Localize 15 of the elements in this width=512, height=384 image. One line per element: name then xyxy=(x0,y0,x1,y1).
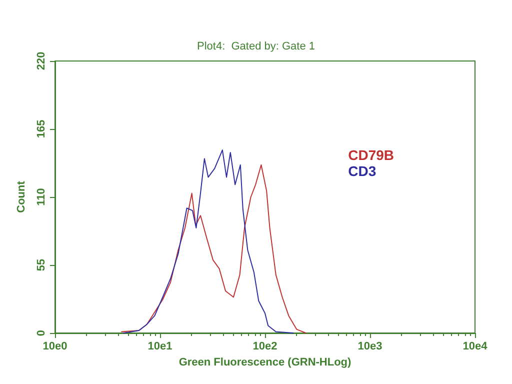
y-axis-title: Count xyxy=(16,180,28,213)
x-tick-label: 10e3 xyxy=(358,340,382,352)
y-tick-label: 110 xyxy=(36,188,48,206)
chart-title: Plot4: Gated by: Gate 1 xyxy=(196,40,316,52)
y-tick-label: 0 xyxy=(36,330,48,336)
x-tick-label: 10e1 xyxy=(148,340,172,352)
x-tick-label: 10e2 xyxy=(252,340,278,352)
x-axis-title: Green Fluorescence (GRN-HLog) xyxy=(178,356,352,368)
y-tick-label: 55 xyxy=(36,258,48,272)
x-tick-label: 10e4 xyxy=(462,340,488,352)
text: CD3 xyxy=(348,163,376,179)
x-tick-label: 10e0 xyxy=(42,340,68,352)
y-tick-label: 220 xyxy=(36,52,48,70)
text: CD79B xyxy=(348,147,394,163)
y-tick-label: 165 xyxy=(36,120,48,138)
